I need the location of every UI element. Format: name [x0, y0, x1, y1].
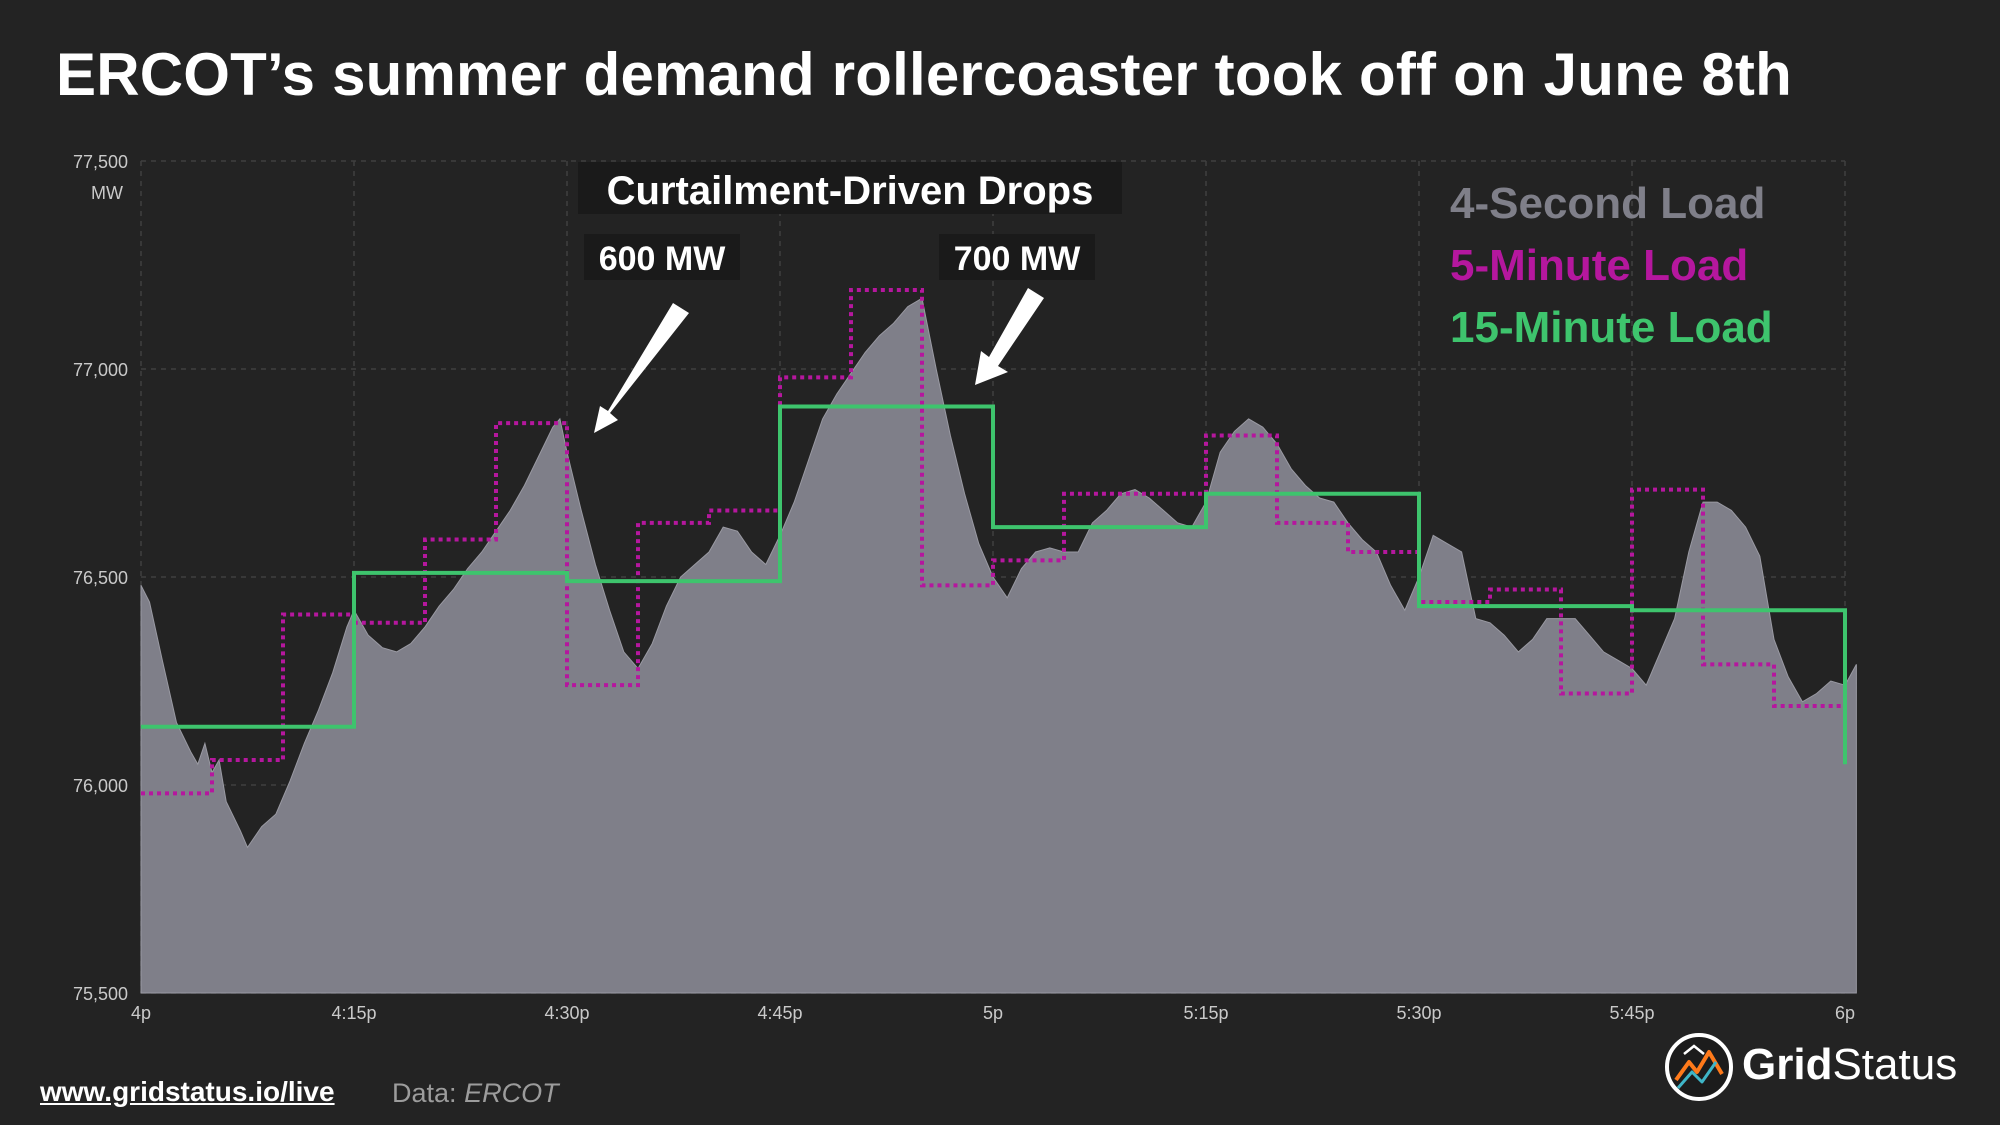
series-4-second-load — [140, 297, 1857, 994]
annotations: Curtailment-Driven Drops 600 MW 700 MW — [578, 162, 1122, 433]
chart-title: ERCOT’s summer demand rollercoaster took… — [56, 41, 1792, 108]
data-source-name: ERCOT — [464, 1078, 559, 1108]
x-tick-label: 5p — [983, 1003, 1003, 1023]
y-tick-label: 77,500 — [73, 152, 128, 172]
x-tick-label: 5:45p — [1609, 1003, 1654, 1023]
legend-5-minute-load: 5-Minute Load — [1450, 241, 1748, 290]
chart-axes: MW 75,500 76,000 76,500 77,000 77,500 4p 4:15p… — [73, 152, 1855, 1023]
y-tick-label: 75,500 — [73, 984, 128, 1004]
drop-label-2-bg — [939, 234, 1095, 280]
series-5-minute-load — [141, 287, 1845, 796]
annotation-heading-bg — [578, 162, 1122, 214]
x-tick-label: 4p — [131, 1003, 151, 1023]
series-15-minute-load — [141, 404, 1847, 765]
drop-label-2: 700 MW — [954, 240, 1081, 278]
y-tick-label: 76,000 — [73, 776, 128, 796]
y-axis-unit: MW — [91, 183, 123, 203]
x-tick-label: 5:30p — [1396, 1003, 1441, 1023]
y-tick-label: 76,500 — [73, 568, 128, 588]
chart-legend: 4-Second Load 5-Minute Load 15-Minute Lo… — [1450, 179, 1773, 352]
gridstatus-live-link[interactable]: www.gridstatus.io/live — [40, 1076, 335, 1107]
drop-label-1-bg — [584, 234, 740, 280]
drop-arrow-1 — [594, 303, 689, 433]
legend-15-minute-load: 15-Minute Load — [1450, 303, 1773, 352]
y-tick-label: 77,000 — [73, 360, 128, 380]
data-source: Data: ERCOT — [392, 1078, 559, 1109]
annotation-heading: Curtailment-Driven Drops — [607, 169, 1094, 213]
drop-arrow-2 — [975, 288, 1044, 385]
x-tick-label: 5:15p — [1183, 1003, 1228, 1023]
x-tick-label: 6p — [1835, 1003, 1855, 1023]
x-tick-label: 4:45p — [757, 1003, 802, 1023]
data-source-label: Data: — [392, 1078, 457, 1108]
brand-part-2: Status — [1832, 1040, 1958, 1089]
drop-label-1: 600 MW — [599, 240, 726, 278]
x-tick-label: 4:30p — [544, 1003, 589, 1023]
legend-4-second-load: 4-Second Load — [1450, 179, 1765, 228]
gridstatus-logo-icon — [1665, 1033, 1733, 1101]
brand-part-1: Grid — [1742, 1040, 1833, 1089]
x-tick-label: 4:15p — [331, 1003, 376, 1023]
gridstatus-brand: GridStatus — [1742, 1040, 1957, 1090]
